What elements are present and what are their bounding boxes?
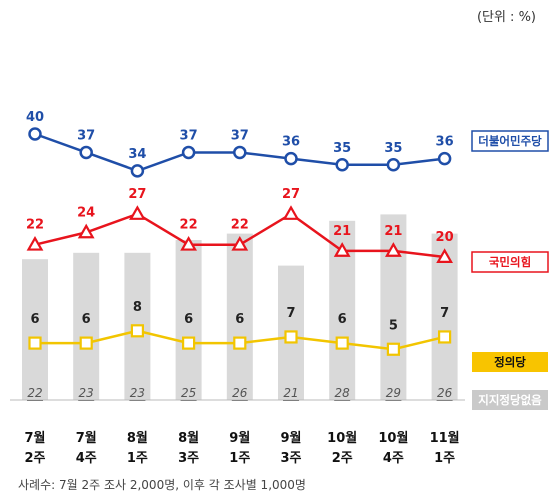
x-tick-label-week: 4주 bbox=[76, 451, 97, 466]
x-axis-ticks: 7월 2주 7월 4주 8월 1주 8월 3주 9월 1주 9월 3주 10월 2주 10월 4주 11월 1주 bbox=[24, 430, 459, 466]
justice-point bbox=[182, 336, 196, 350]
democratic-point bbox=[386, 158, 401, 172]
x-tick-label-month: 8월 bbox=[127, 430, 148, 446]
justice-point bbox=[284, 330, 298, 344]
democratic-point bbox=[79, 145, 93, 160]
ppp-point bbox=[26, 235, 44, 251]
x-tick-label-week: 1주 bbox=[229, 451, 250, 466]
x-tick-label-week: 2주 bbox=[24, 451, 45, 466]
justice-value-label: 6 bbox=[338, 312, 347, 327]
unit-note: (단위 : %) bbox=[476, 10, 536, 25]
ppp-point bbox=[282, 205, 300, 220]
democratic-value-label: 35 bbox=[333, 141, 351, 156]
democratic-value-label: 40 bbox=[26, 110, 44, 125]
no-party-bar bbox=[175, 240, 202, 400]
justice-value-label: 6 bbox=[184, 312, 193, 327]
no-party-value-label: 23 bbox=[79, 386, 94, 400]
ppp-value-label: 21 bbox=[384, 224, 402, 239]
legend-justice-box bbox=[472, 352, 548, 372]
no-party-value-label: 28 bbox=[335, 386, 351, 400]
democratic-point bbox=[437, 151, 452, 166]
x-tick-label-week: 3주 bbox=[280, 451, 301, 466]
no-party-value-label: 22 bbox=[27, 386, 42, 400]
democratic-point bbox=[130, 164, 145, 178]
democratic-value-label: 35 bbox=[384, 141, 402, 156]
democratic-point bbox=[233, 145, 247, 160]
ppp-value-label: 22 bbox=[26, 218, 44, 233]
justice-point bbox=[233, 336, 247, 350]
democratic-value-label: 37 bbox=[231, 128, 249, 143]
ppp-point bbox=[180, 235, 197, 251]
justice-value-label: 8 bbox=[133, 300, 142, 315]
ppp-value-label: 22 bbox=[180, 218, 198, 233]
democratic-value-label: 34 bbox=[128, 147, 146, 162]
ppp-point bbox=[436, 248, 453, 263]
justice-value-label: 6 bbox=[82, 312, 91, 327]
legend-democratic: 더불어민주당 bbox=[478, 134, 542, 148]
ppp-value-label: 24 bbox=[77, 205, 95, 220]
no-party-value-label: 29 bbox=[386, 386, 401, 400]
no-party-bar bbox=[226, 233, 253, 400]
democratic-value-label: 36 bbox=[282, 135, 300, 150]
legend-ppp: 국민의힘 bbox=[488, 255, 532, 269]
x-tick-label-week: 2주 bbox=[332, 451, 353, 466]
justice-point bbox=[386, 342, 400, 356]
justice-value-label: 5 bbox=[389, 318, 398, 333]
x-tick-label-month: 10월 bbox=[378, 430, 408, 446]
x-tick-label-week: 4주 bbox=[383, 451, 404, 466]
democratic-value-label: 36 bbox=[436, 135, 454, 150]
no-party-value-label: 26 bbox=[232, 386, 248, 400]
justice-value-label: 6 bbox=[30, 312, 39, 327]
legend-none-box bbox=[472, 390, 548, 410]
no-party-value-label: 25 bbox=[181, 386, 196, 400]
justice-point bbox=[335, 336, 349, 350]
justice-value-label: 7 bbox=[440, 306, 449, 321]
democratic-point bbox=[181, 145, 196, 160]
justice-value-label: 7 bbox=[286, 306, 295, 321]
justice-point bbox=[28, 336, 42, 350]
democratic-point bbox=[284, 151, 298, 166]
x-tick-label-week: 3주 bbox=[178, 451, 199, 466]
x-tick-label-week: 1주 bbox=[434, 451, 455, 466]
sample-size-note: 사례수: 7월 2주 조사 2,000명, 이후 각 조사별 1,000명 bbox=[18, 478, 306, 492]
democratic-point bbox=[335, 158, 349, 172]
no-party-value-label: 26 bbox=[437, 386, 453, 400]
x-tick-label-month: 7월 bbox=[24, 430, 45, 446]
ppp-value-label: 21 bbox=[333, 224, 351, 239]
ppp-point bbox=[333, 242, 351, 257]
x-tick-label-week: 1주 bbox=[127, 451, 148, 466]
x-tick-label-month: 11월 bbox=[430, 430, 460, 446]
legend-justice: 정의당 bbox=[494, 355, 526, 369]
ppp-value-label: 27 bbox=[282, 187, 300, 202]
no-party-value-label: 21 bbox=[283, 386, 298, 400]
justice-value-label: 6 bbox=[235, 312, 244, 327]
ppp-value-label: 27 bbox=[128, 187, 146, 202]
legend-ppp-box bbox=[471, 251, 549, 273]
legend-none: 지지정당없음 bbox=[478, 393, 542, 407]
justice-point bbox=[79, 336, 93, 350]
legend-democratic-box bbox=[471, 130, 549, 152]
ppp-value-label: 22 bbox=[231, 218, 249, 233]
justice-point bbox=[438, 330, 452, 344]
ppp-point bbox=[129, 205, 146, 220]
democratic-value-label: 37 bbox=[180, 128, 198, 143]
x-tick-label-month: 10월 bbox=[327, 430, 357, 446]
x-tick-label-month: 7월 bbox=[76, 430, 97, 446]
justice-point bbox=[130, 324, 144, 338]
x-tick-label-month: 9월 bbox=[280, 430, 301, 446]
ppp-point bbox=[77, 223, 95, 239]
no-party-bar bbox=[73, 252, 100, 400]
no-party-value-label: 23 bbox=[130, 386, 145, 400]
ppp-point bbox=[231, 235, 249, 251]
ppp-point bbox=[385, 242, 402, 257]
ppp-value-label: 20 bbox=[436, 230, 454, 245]
no-party-bar bbox=[22, 259, 48, 400]
democratic-point bbox=[28, 127, 42, 141]
democratic-value-label: 37 bbox=[77, 128, 95, 143]
x-tick-label-month: 9월 bbox=[229, 430, 250, 446]
x-tick-label-month: 8월 bbox=[178, 430, 199, 446]
